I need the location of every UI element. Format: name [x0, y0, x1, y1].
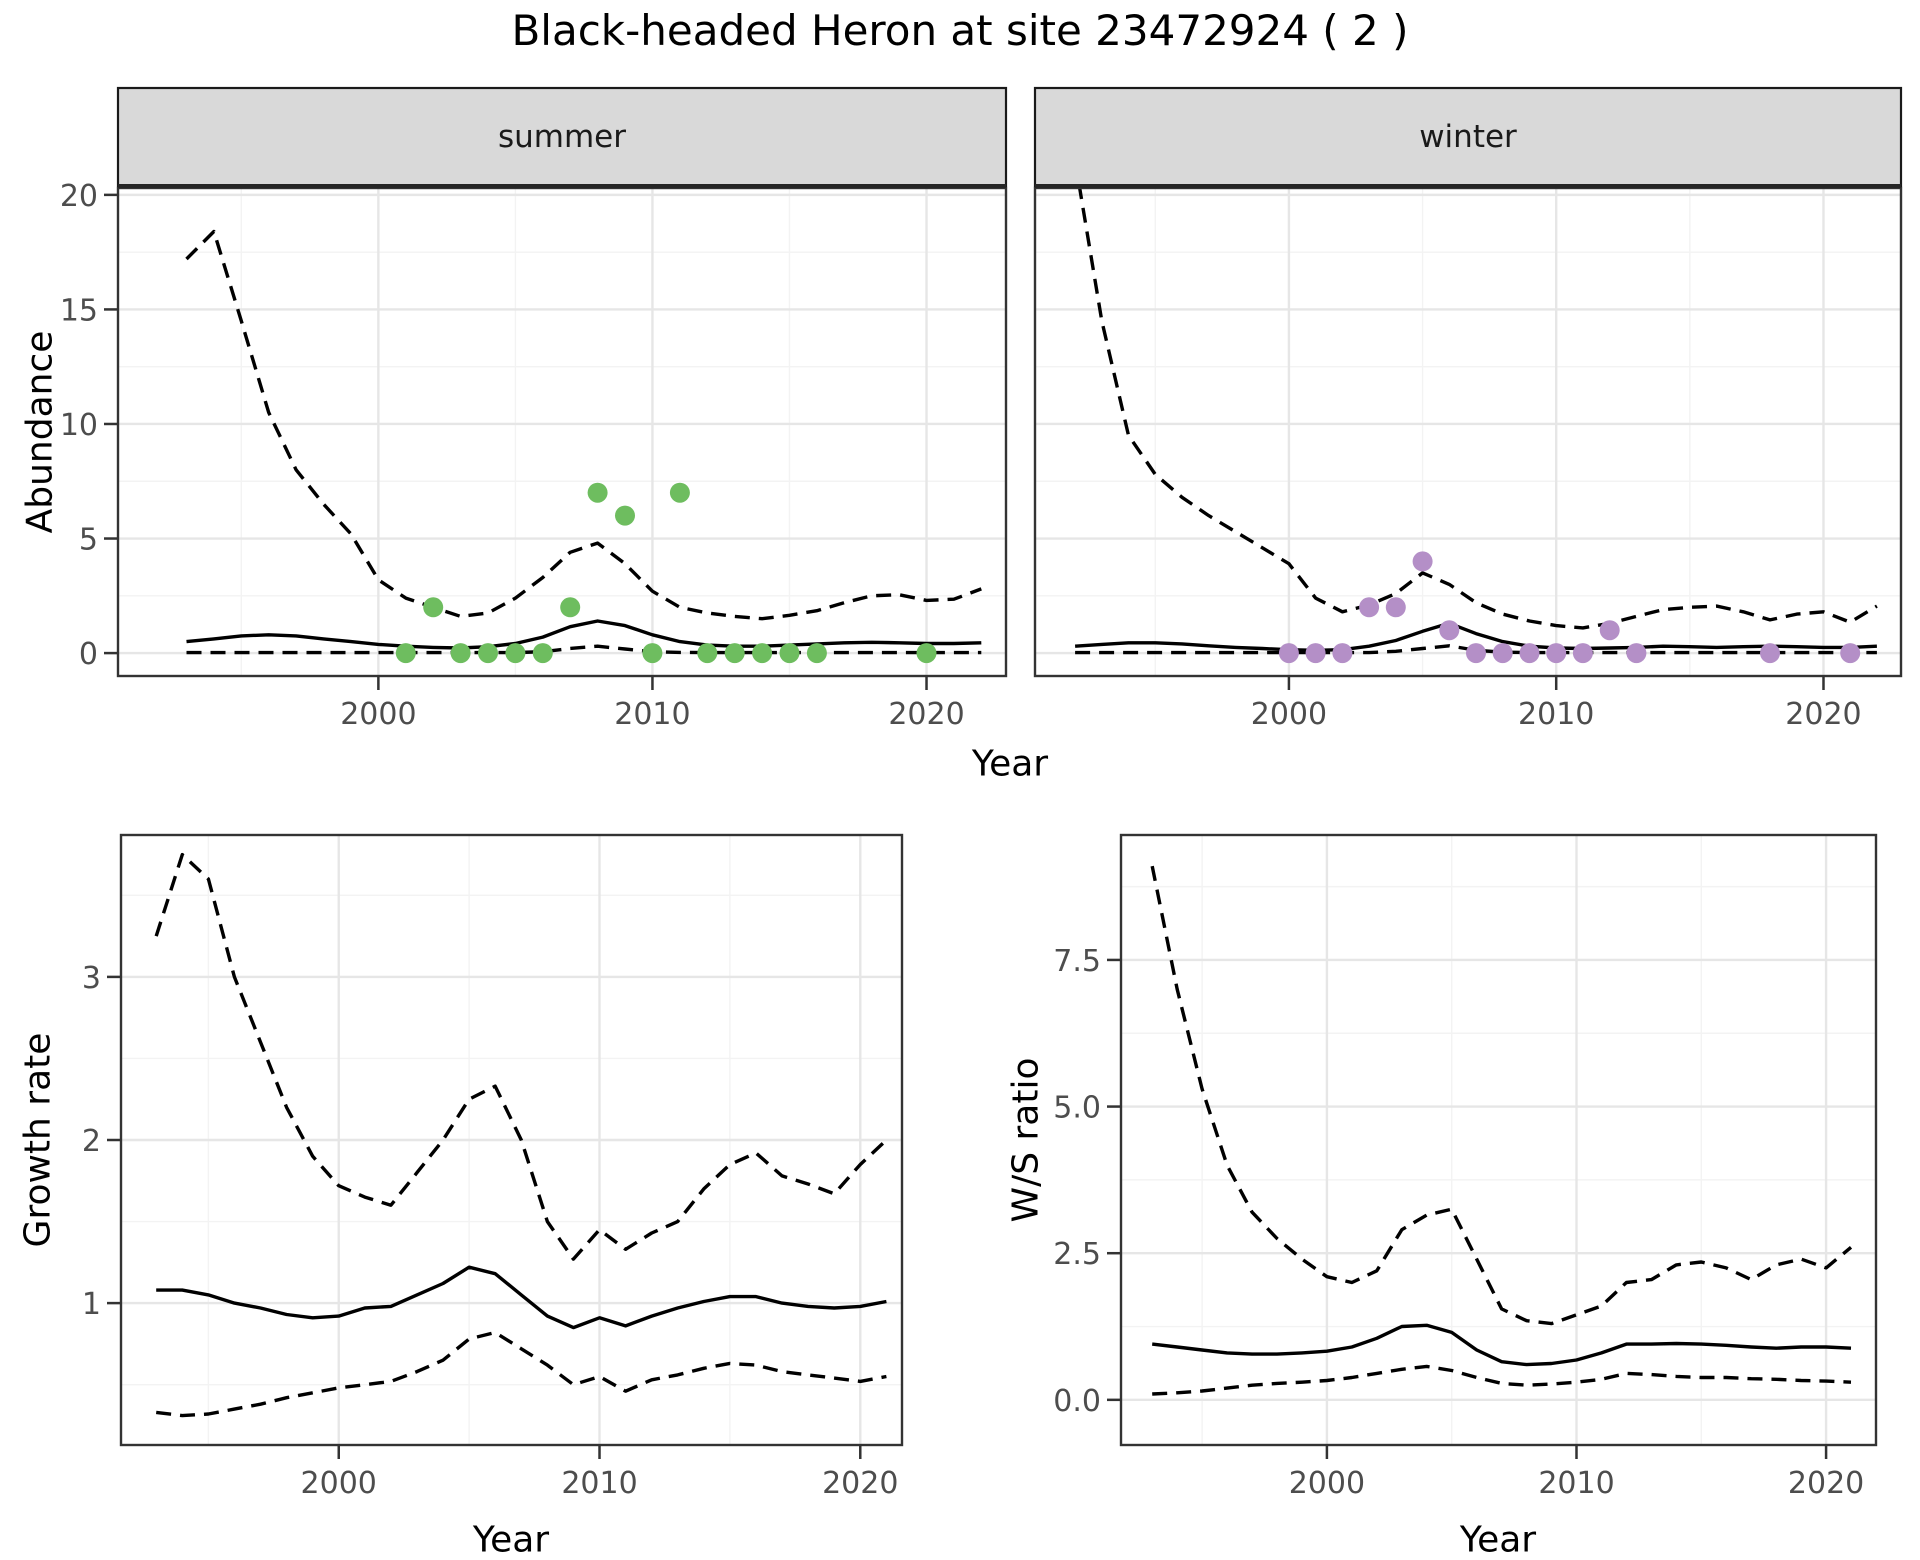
abundance-winter-observation-point — [1385, 597, 1406, 618]
abundance-winter-observation-point — [1626, 643, 1647, 664]
abundance-winter-observation-point — [1412, 551, 1433, 572]
abundance-winter-observation-point — [1439, 620, 1460, 641]
abundance-winter-observation-point — [1492, 643, 1513, 664]
growth-rate-median-line — [156, 1265, 887, 1330]
panel-background — [118, 188, 1006, 676]
y-axis-title-ws-ratio: W/S ratio — [1005, 1057, 1047, 1223]
abundance-winter-observation-point — [1599, 620, 1620, 641]
abundance-winter-observation-point — [1305, 643, 1326, 664]
abundance-summer-observation-point — [478, 643, 498, 664]
growth-rate-upper_ci-line — [154, 852, 888, 1261]
abundance-summer-observation-point — [395, 643, 416, 664]
abundance-summer-observation-point — [450, 643, 471, 664]
x-axis-title-year-bottom-right: Year — [1459, 1519, 1537, 1560]
abundance-winter-upper_ci-line — [1077, 188, 1878, 630]
abundance-summer-observation-point — [779, 643, 800, 664]
x-tick-label: 2020 — [822, 1466, 898, 1501]
facet-strip — [116, 86, 1008, 188]
y-tick-label: 5 — [79, 523, 98, 558]
x-tick-label: 2000 — [340, 697, 416, 732]
chart-title: Black-headed Heron at site 23472924 ( 2 … — [511, 6, 1409, 55]
abundance-summer-observation-point — [560, 597, 581, 618]
y-tick-label: 10 — [60, 408, 98, 443]
panel-growth-rate: 2000 2010 2020 1 2 3 — [82, 833, 904, 1501]
abundance-winter-observation-point — [1546, 643, 1567, 664]
growth-rate-lower_ci-line — [155, 1330, 887, 1418]
facet-strip — [1033, 86, 1903, 188]
y-axis-title-growth-rate: Growth rate — [17, 1032, 59, 1248]
ws-ratio-median-line — [1152, 1323, 1852, 1367]
facet-strip-label-winter: winter — [1419, 119, 1517, 155]
x-tick-label: 2000 — [1251, 697, 1327, 732]
y-tick-label: 5.0 — [1053, 1091, 1101, 1126]
abundance-summer-observation-point — [697, 643, 718, 664]
y-tick-label: 2.5 — [1053, 1237, 1101, 1272]
abundance-summer-observation-point — [532, 643, 553, 664]
abundance-summer-observation-point — [615, 505, 635, 526]
abundance-summer-observation-point — [916, 643, 937, 664]
abundance-summer-lower_ci-line — [186, 644, 982, 655]
abundance-winter-observation-point — [1466, 643, 1486, 664]
x-tick-label: 2010 — [614, 697, 690, 732]
panel-abundance-winter: 2000 2010 2020 — [1033, 86, 1903, 732]
facet-strip-label-summer: summer — [497, 119, 627, 155]
abundance-summer-observation-point — [505, 643, 526, 664]
abundance-winter-lower_ci-line — [1075, 644, 1877, 655]
x-tick-label: 2000 — [301, 1466, 377, 1501]
x-tick-label: 2000 — [1289, 1466, 1365, 1501]
x-axis-title-year-bottom-left: Year — [472, 1519, 550, 1560]
y-tick-label: 20 — [60, 179, 98, 214]
y-tick-label: 0 — [79, 637, 98, 672]
x-tick-label: 2010 — [1538, 1466, 1614, 1501]
y-tick-label: 7.5 — [1053, 944, 1101, 979]
abundance-winter-observation-point — [1332, 643, 1353, 664]
abundance-winter-observation-point — [1572, 643, 1593, 664]
y-tick-label: 2 — [82, 1124, 101, 1159]
panel-abundance-summer: 2000 2010 2020 0 5 10 15 20 — [60, 86, 1008, 732]
abundance-summer-observation-point — [669, 482, 690, 503]
y-axis-title-abundance: Abundance — [19, 330, 61, 534]
abundance-summer-observation-point — [423, 597, 444, 618]
y-tick-label: 15 — [60, 293, 98, 328]
abundance-summer-observation-point — [806, 643, 827, 664]
panel-background — [1035, 188, 1901, 676]
ws-ratio-lower_ci-line — [1152, 1364, 1852, 1396]
abundance-summer-observation-point — [752, 643, 773, 664]
x-tick-label: 2020 — [888, 697, 964, 732]
abundance-winter-observation-point — [1519, 643, 1540, 664]
x-tick-label: 2010 — [1518, 697, 1594, 732]
abundance-winter-observation-point — [1278, 643, 1299, 664]
panel-background — [1121, 835, 1876, 1445]
x-tick-label: 2020 — [1785, 697, 1861, 732]
y-tick-label: 0.0 — [1053, 1384, 1101, 1419]
x-tick-label: 2020 — [1788, 1466, 1864, 1501]
abundance-winter-observation-point — [1760, 643, 1780, 664]
abundance-summer-median-line — [186, 619, 982, 650]
abundance-winter-observation-point — [1840, 643, 1861, 664]
y-tick-label: 1 — [82, 1287, 101, 1322]
abundance-summer-observation-point — [642, 643, 663, 664]
y-tick-label: 3 — [82, 961, 101, 996]
ws-ratio-upper_ci-line — [1150, 865, 1853, 1326]
abundance-summer-observation-point — [587, 482, 608, 503]
x-tick-label: 2010 — [561, 1466, 637, 1501]
abundance-summer-observation-point — [724, 643, 745, 664]
panel-border — [1119, 833, 1878, 1447]
abundance-winter-median-line — [1074, 621, 1877, 652]
abundance-winter-observation-point — [1359, 597, 1380, 618]
panel-ws-ratio: 2000 2010 2020 0.0 2.5 5.0 7.5 — [1053, 833, 1878, 1501]
x-axis-title-year-top: Year — [971, 743, 1049, 785]
